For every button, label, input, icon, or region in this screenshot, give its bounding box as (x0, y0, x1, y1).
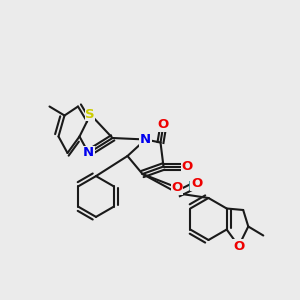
Text: O: O (171, 181, 183, 194)
Text: O: O (182, 160, 193, 173)
Text: O: O (158, 118, 169, 131)
Text: N: N (83, 146, 94, 160)
Text: H: H (188, 179, 199, 193)
Text: S: S (85, 107, 95, 121)
Text: O: O (233, 239, 244, 253)
Text: N: N (140, 133, 151, 146)
Text: O: O (191, 177, 202, 190)
